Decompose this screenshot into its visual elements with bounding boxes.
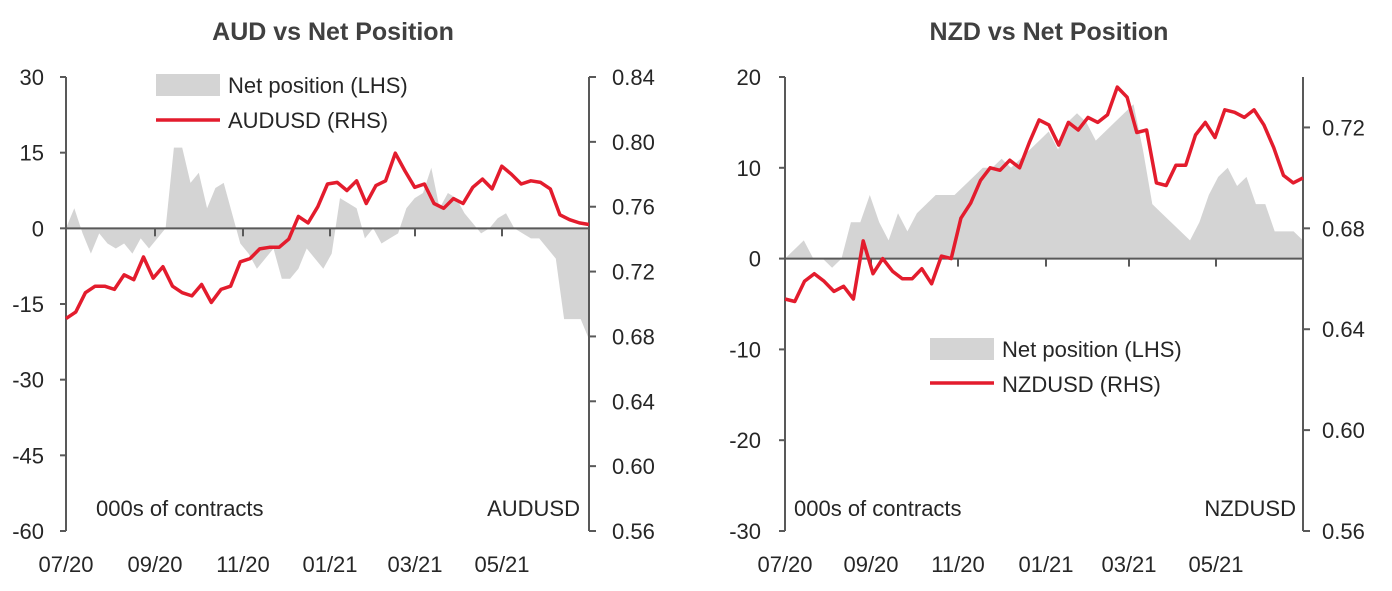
aud-chart-title: AUD vs Net Position [212,18,454,46]
nzd-legend-area-swatch [930,338,994,360]
aud-left-tick-label: 15 [20,141,44,166]
nzd-legend-line-label: NZDUSD (RHS) [1002,372,1161,397]
aud-right-tick-label: 0.68 [612,324,655,349]
aud-right-tick-label: 0.76 [612,195,655,220]
aud-net-position-area [66,147,589,340]
aud-right-unit-note: AUDUSD [487,496,580,521]
nzd-right-tick-label: 0.56 [1322,519,1365,544]
nzd-line-path [784,85,1304,304]
nzd-x-tick-label: 09/20 [843,552,898,577]
nzd-x-tick-label: 05/21 [1188,552,1243,577]
nzd-chart: NZD vs Net Position 20 10 0 -10 -20 -30 0.72 0.… [729,18,1365,577]
nzd-left-tick-label: -30 [729,519,761,544]
nzd-area-path [785,104,1303,268]
aud-right-tick-label: 0.72 [612,260,655,285]
nzd-right-tick-label: 0.60 [1322,418,1365,443]
aud-right-tick-label: 0.84 [612,65,655,90]
aud-right-tick-label: 0.64 [612,389,655,414]
aud-left-tick-label: -15 [12,292,44,317]
aud-right-tick-label: 0.80 [612,130,655,155]
aud-left-tick-label: 30 [20,65,44,90]
nzd-legend: Net position (LHS) NZDUSD (RHS) [930,337,1182,397]
aud-legend: Net position (LHS) AUDUSD (RHS) [156,73,408,133]
nzd-x-tick-label: 03/21 [1101,552,1156,577]
aud-x-tick-label: 11/20 [216,552,269,577]
nzd-right-tick-label: 0.64 [1322,317,1365,342]
aud-right-tick-label: 0.56 [612,519,655,544]
aud-legend-area-swatch [156,74,220,96]
aud-audusd-line [65,151,590,321]
aud-left-tick-label: -60 [12,519,44,544]
nzd-left-tick-label: 0 [749,247,761,272]
nzd-nzdusd-line [784,85,1304,304]
nzd-net-position-area [785,104,1303,268]
nzd-chart-title: NZD vs Net Position [930,18,1169,46]
aud-legend-line-label: AUDUSD (RHS) [228,108,388,133]
aud-left-tick-label: -30 [12,368,44,393]
aud-line-path [65,151,590,321]
nzd-right-unit-note: NZDUSD [1204,496,1296,521]
nzd-right-tick-label: 0.72 [1322,115,1365,140]
aud-left-tick-label: -45 [12,443,44,468]
aud-x-tick-label: 09/20 [127,552,182,577]
aud-x-tick-label: 01/21 [302,552,357,577]
nzd-x-tick-label: 07/20 [757,552,812,577]
nzd-left-tick-label: 10 [737,156,761,181]
nzd-left-unit-note: 000s of contracts [794,496,962,521]
nzd-left-tick-label: -20 [729,428,761,453]
aud-left-unit-note: 000s of contracts [96,496,264,521]
aud-right-tick-label: 0.60 [612,454,655,479]
aud-area-path [66,147,589,340]
aud-axes: 30 15 0 -15 -30 -45 -60 0.84 0.80 0.76 0.72 0.68 0.6… [12,65,655,577]
aud-chart: AUD vs Net Position 30 15 0 -15 -30 -45 -60 0.8… [12,18,655,577]
nzd-x-tick-label: 01/21 [1018,552,1073,577]
aud-left-tick-label: 0 [32,216,44,241]
nzd-axes: 20 10 0 -10 -20 -30 0.72 0.68 0.64 0.60 0.56 07/20 0… [729,65,1365,577]
nzd-legend-area-label: Net position (LHS) [1002,337,1182,362]
nzd-left-tick-label: -10 [729,337,761,362]
aud-legend-area-label: Net position (LHS) [228,73,408,98]
nzd-right-tick-label: 0.68 [1322,216,1365,241]
aud-x-tick-label: 05/21 [474,552,529,577]
aud-x-tick-label: 07/20 [38,552,93,577]
aud-x-tick-label: 03/21 [387,552,442,577]
nzd-x-tick-label: 11/20 [931,552,984,577]
nzd-left-tick-label: 20 [737,65,761,90]
